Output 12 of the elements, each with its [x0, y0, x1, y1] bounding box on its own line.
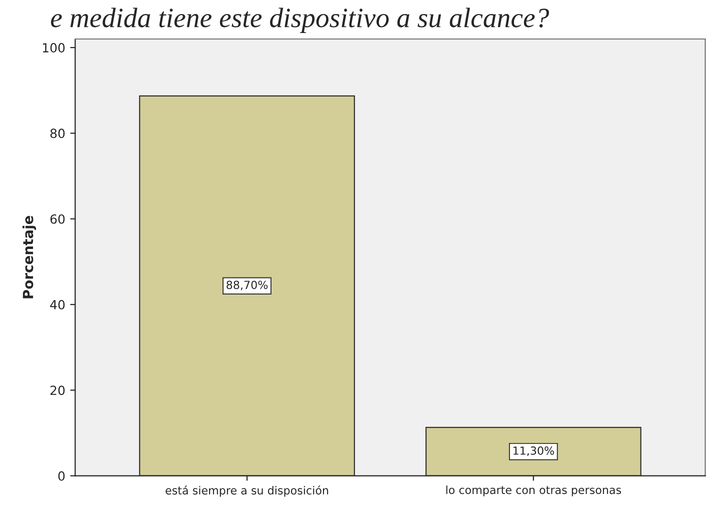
- y-tick-label: 100: [42, 43, 65, 52]
- chart-title: e medida tiene este dispositivo a su alcance?: [50, 8, 549, 33]
- data-label: 88,70%: [226, 280, 268, 290]
- y-axis-title: Porcentaje: [22, 216, 36, 298]
- x-tick-label: lo comparte con otras personas: [446, 486, 622, 496]
- y-tick-label: 80: [50, 128, 65, 138]
- y-tick-label: 0: [58, 471, 65, 481]
- y-tick-label: 40: [50, 300, 65, 310]
- data-label: 11,30%: [513, 446, 554, 456]
- y-tick-label: 60: [50, 214, 65, 224]
- x-tick-label: está siempre a su disposición: [166, 486, 328, 497]
- y-tick-label: 20: [50, 386, 65, 396]
